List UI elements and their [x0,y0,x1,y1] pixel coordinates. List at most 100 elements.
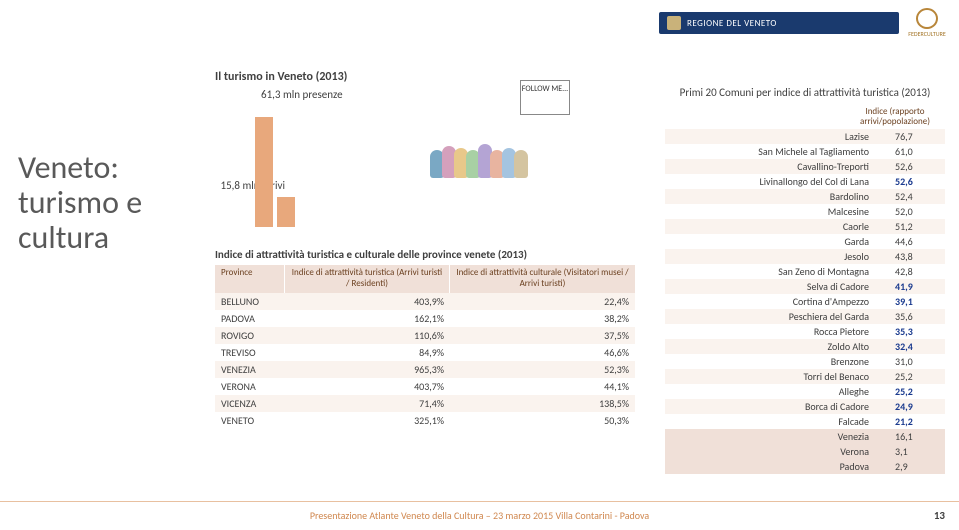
cell-comune: Cortina d'Ampezzo [665,294,875,309]
cell-comune: Lazise [665,129,875,144]
bar-chart-area: 15,8 mln arrivi [215,107,355,227]
cell-comune: San Michele al Tagliamento [665,144,875,159]
cell-comune: Livinallongo del Col di Lana [665,174,875,189]
title-line-3: cultura [18,220,142,255]
table-row: ROVIGO110,6%37,5% [215,327,635,344]
table-row: Cortina d'Ampezzo39,1 [665,294,945,309]
cell-province: VICENZA [215,395,285,412]
cell-comune: Zoldo Alto [665,339,875,354]
region-label: REGIONE DEL VENETO [687,18,777,29]
cell-tourist-index: 403,7% [285,378,450,395]
cell-tourist-index: 71,4% [285,395,450,412]
cell-comune: Peschiera del Garda [665,309,875,324]
title-line-1: Veneto: [18,150,142,185]
table-row: Alleghe25,2 [665,384,945,399]
cell-index: 3,1 [875,444,945,459]
cell-index: 21,2 [875,414,945,429]
table-row: Selva di Cadore41,9 [665,279,945,294]
cell-comune: Falcade [665,414,875,429]
chart-title: Il turismo in Veneto (2013) [215,70,355,84]
table-row: Peschiera del Garda35,6 [665,309,945,324]
table-row: Cavallino-Treporti52,6 [665,159,945,174]
cell-index: 42,8 [875,264,945,279]
logo-text: FEDERCULTURE [908,30,946,38]
bar-presenze [255,117,273,227]
cell-comune: San Zeno di Montagna [665,264,875,279]
cell-comune: Alleghe [665,384,875,399]
cell-comune: Borca di Cadore [665,399,875,414]
cell-province: BELLUNO [215,293,285,310]
cell-index: 52,4 [875,189,945,204]
region-header-bar: REGIONE DEL VENETO [659,12,899,34]
cell-culture-index: 38,2% [450,310,635,327]
cell-index: 61,0 [875,144,945,159]
table-row: VENETO325,1%50,3% [215,412,635,429]
table-row: Verona3,1 [665,444,945,459]
table-row: VENEZIA965,3%52,3% [215,361,635,378]
cell-culture-index: 52,3% [450,361,635,378]
col-culture-index: Indice di attrattività culturale (Visita… [450,265,635,293]
person-icon [514,150,528,178]
table-row: Venezia16,1 [665,429,945,444]
cell-comune: Padova [665,459,875,474]
cell-tourist-index: 84,9% [285,344,450,361]
cell-comune: Caorle [665,219,875,234]
cell-index: 35,3 [875,324,945,339]
table-row: Zoldo Alto32,4 [665,339,945,354]
cell-province: TREVISO [215,344,285,361]
cell-tourist-index: 162,1% [285,310,450,327]
cell-province: VERONA [215,378,285,395]
table-row: VICENZA71,4%138,5% [215,395,635,412]
cell-index: 32,4 [875,339,945,354]
table-row: TREVISO84,9%46,6% [215,344,635,361]
federculture-logo: FEDERCULTURE [909,8,945,38]
table-row: San Michele al Tagliamento61,0 [665,144,945,159]
col-index-ratio: Indice (rapporto arrivi/popolazione) [845,105,945,129]
cell-province: VENEZIA [215,361,285,378]
table-row: Jesolo43,8 [665,249,945,264]
cell-comune: Brenzone [665,354,875,369]
cell-index: 25,2 [875,369,945,384]
province-table-title: Indice di attrattività turistica e cultu… [215,248,635,261]
table-row: BELLUNO403,9%22,4% [215,293,635,310]
province-table-body: BELLUNO403,9%22,4%PADOVA162,1%38,2%ROVIG… [215,293,635,429]
cell-index: 76,7 [875,129,945,144]
footer-text: Presentazione Atlante Veneto della Cultu… [0,509,959,522]
province-table: Indice di attrattività turistica e cultu… [215,248,635,429]
cell-culture-index: 50,3% [450,412,635,429]
cell-index: 43,8 [875,249,945,264]
table-row: Bardolino52,4 [665,189,945,204]
cell-comune: Rocca Pietore [665,324,875,339]
cell-comune: Cavallino-Treporti [665,159,875,174]
table-row: Borca di Cadore24,9 [665,399,945,414]
region-crest-icon [667,16,681,30]
comuni-table-title: Primi 20 Comuni per indice di attrattivi… [665,86,945,99]
cell-index: 2,9 [875,459,945,474]
comuni-table-body: Lazise76,7San Michele al Tagliamento61,0… [665,129,945,474]
table-row: Livinallongo del Col di Lana52,6 [665,174,945,189]
cell-province: ROVIGO [215,327,285,344]
col-province: Province [215,265,285,293]
page-number: 13 [934,509,945,522]
table-row: Rocca Pietore35,3 [665,324,945,339]
cell-index: 31,0 [875,354,945,369]
table-row: PADOVA162,1%38,2% [215,310,635,327]
cell-comune: Venezia [665,429,875,444]
cell-culture-index: 44,1% [450,378,635,395]
cell-index: 52,0 [875,204,945,219]
cell-index: 16,1 [875,429,945,444]
cell-index: 41,9 [875,279,945,294]
cell-culture-index: 22,4% [450,293,635,310]
comuni-table-header: Indice (rapporto arrivi/popolazione) [665,105,945,129]
bar-arrivi [277,197,295,227]
cell-province: PADOVA [215,310,285,327]
cell-index: 39,1 [875,294,945,309]
cell-comune: Torri del Benaco [665,369,875,384]
cell-index: 51,2 [875,219,945,234]
footer-divider [0,501,959,502]
cell-index: 35,6 [875,309,945,324]
follow-illustration: FOLLOW ME... [430,80,610,180]
table-row: Torri del Benaco25,2 [665,369,945,384]
cell-tourist-index: 403,9% [285,293,450,310]
cell-comune: Selva di Cadore [665,279,875,294]
